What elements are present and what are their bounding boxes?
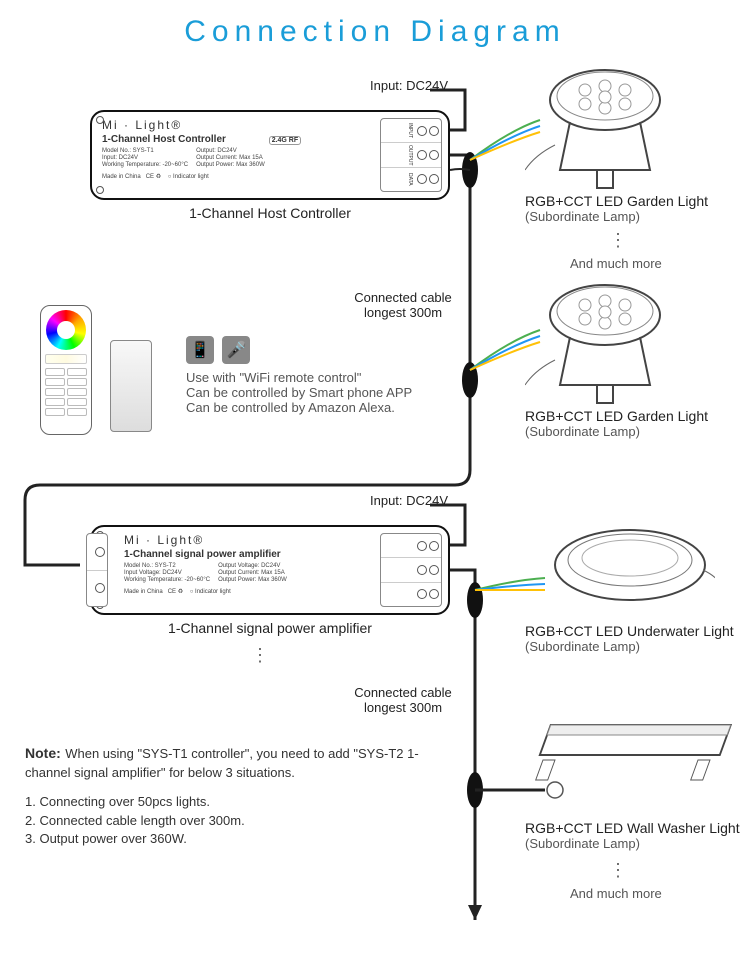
note-block: Note: When using "SYS-T1 controller", yo… — [25, 745, 445, 849]
input-label-2: Input: DC24V — [370, 493, 448, 508]
input-label-1: Input: DC24V — [370, 78, 448, 93]
wifi-icons: 📱 🎤 — [186, 336, 254, 364]
cable-label-1: Connected cable longest 300m — [338, 290, 468, 320]
spec-l: Model No.: SYS-T1 Input: DC24V Working T… — [102, 148, 188, 170]
garden-lamp-2 — [525, 275, 695, 410]
phone-icon: 📱 — [186, 336, 214, 364]
wifi-text: Use with "WiFi remote control" Can be co… — [186, 370, 456, 415]
controller-host: Mi · Light® 1-Channel Host Controller 2.… — [90, 110, 450, 200]
amplifier-caption: 1-Channel signal power amplifier — [120, 620, 420, 636]
dots-icon — [250, 645, 270, 666]
dots-icon — [608, 860, 628, 881]
controller-caption: 1-Channel Host Controller — [140, 205, 400, 221]
remote-control — [40, 305, 92, 435]
cable-label-2: Connected cable longest 300m — [338, 685, 468, 715]
controller-amplifier: Mi · Light® 1-Channel signal power ampli… — [90, 525, 450, 615]
garden-lamp-1 — [525, 60, 695, 195]
spec-r: Output: DC24V Output Current: Max 15A Ou… — [196, 148, 265, 170]
wall-washer-lamp — [508, 705, 738, 800]
lamp4-label: RGB+CCT LED Wall Washer Light (Subordina… — [525, 820, 740, 851]
dots-icon — [608, 230, 628, 251]
wifi-hub — [110, 340, 152, 432]
lamp1-label: RGB+CCT LED Garden Light (Subordinate La… — [525, 193, 708, 224]
color-wheel-icon — [46, 310, 86, 350]
lamp2-label: RGB+CCT LED Garden Light (Subordinate La… — [525, 408, 708, 439]
more-1: And much more — [570, 256, 662, 271]
lamp3-label: RGB+CCT LED Underwater Light (Subordinat… — [525, 623, 734, 654]
underwater-lamp — [545, 510, 715, 625]
mic-icon: 🎤 — [222, 336, 250, 364]
more-2: And much more — [570, 886, 662, 901]
